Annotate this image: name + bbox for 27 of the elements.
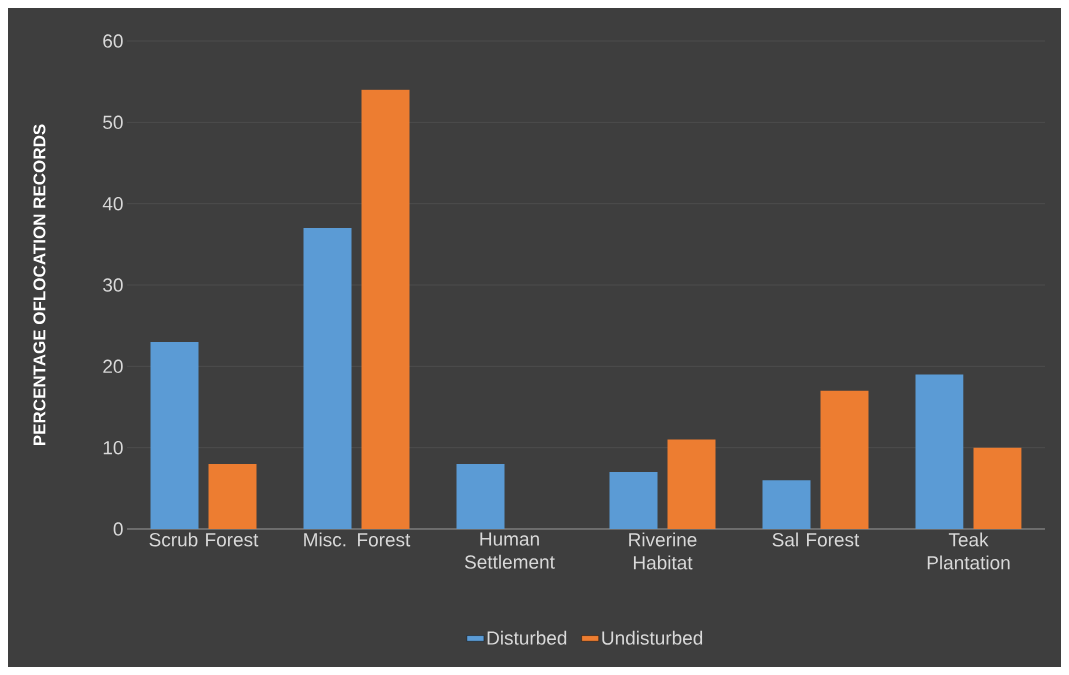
legend-label: Disturbed [487,630,567,645]
bar [361,89,410,529]
legend-label: Undisturbed [602,630,703,645]
bar [667,439,716,529]
bar [303,228,352,529]
y-tick-label: 10 [103,440,123,455]
bar [973,447,1022,529]
x-tick-label: Scrub Forest [149,532,259,547]
y-tick-label: 0 [113,522,123,536]
x-tick-label: Misc. Forest [304,532,411,547]
y-tick-label: 30 [103,278,123,292]
bar [820,390,869,529]
x-tick-label: Teak Plantation [927,532,1010,570]
x-tick-label: Sal Forest [772,532,860,547]
bar [609,472,658,529]
x-tick-label: Human Settlement [464,532,555,569]
x-tick-label: Riverine Habitat [629,532,697,570]
bar [762,480,811,529]
y-tick-label: 60 [103,34,123,48]
bar [208,463,257,529]
bar [150,341,199,529]
y-tick-label: 20 [103,359,123,374]
y-tick-label: 40 [102,196,123,211]
bar [456,463,505,529]
y-axis-title: PERCENTAGE OFLOCATION RECORDS [33,124,46,446]
bar [915,374,964,529]
y-tick-label: 50 [103,115,123,130]
